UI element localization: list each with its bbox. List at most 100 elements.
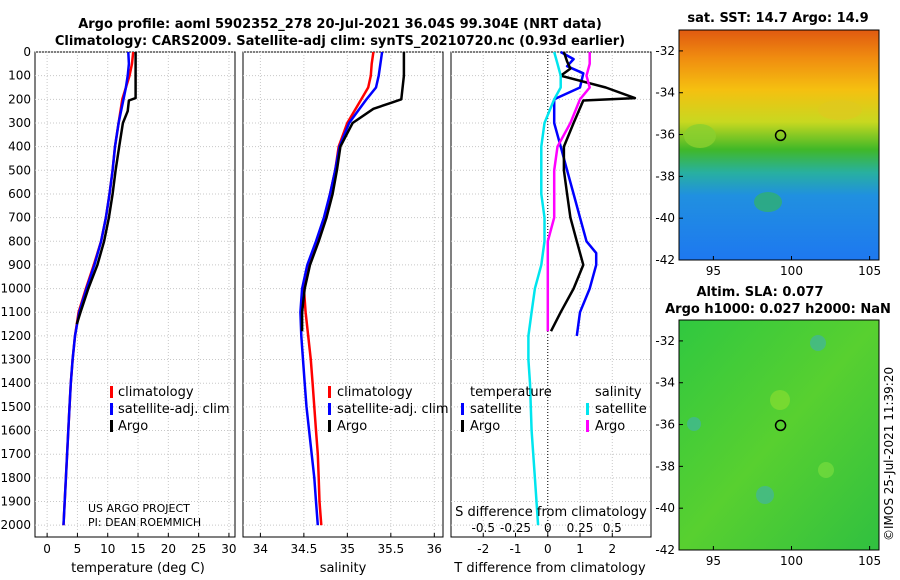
y-tick-label: 1500 <box>0 400 31 414</box>
map-y-tick-label: -36 <box>655 128 675 142</box>
map-x-tick-label: 100 <box>780 554 803 568</box>
legend-marker-s-satellite <box>586 403 589 415</box>
legend-satellite: satellite-adj. clim <box>118 402 230 417</box>
series-line-argo <box>300 52 406 332</box>
map-y-tick-label: -34 <box>655 376 675 390</box>
x-tick-label: 5 <box>74 542 82 556</box>
x-tick-label: 2 <box>608 542 616 556</box>
y-tick-label: 1700 <box>0 447 31 461</box>
legend-satellite: satellite-adj. clim <box>337 402 449 417</box>
t-difference-xlabel: T difference from climatology <box>453 561 646 576</box>
legend-marker-t-argo <box>461 420 464 432</box>
s-difference-label: S difference from climatology <box>455 505 647 520</box>
s-tick-label: 0 <box>544 521 552 535</box>
x-tick-label: 34.5 <box>291 542 318 556</box>
series-line-s-argo <box>546 52 591 332</box>
legend-temperature-title: temperature <box>470 385 552 400</box>
x-tick-label: 34 <box>253 542 268 556</box>
sla-map-title-2: Argo h1000: 0.027 h2000: NaN <box>665 302 891 317</box>
map-y-tick-label: -42 <box>655 253 675 267</box>
x-tick-label: 0 <box>43 542 51 556</box>
legend-marker-climatology <box>328 386 331 398</box>
map-y-tick-label: -38 <box>655 459 675 473</box>
legend-marker-s-argo <box>586 420 589 432</box>
map-x-tick-label: 95 <box>706 554 721 568</box>
y-tick-label: 100 <box>8 69 31 83</box>
sst-map-title: sat. SST: 14.7 Argo: 14.9 <box>687 11 868 26</box>
legend-salinity-title: salinity <box>595 385 642 400</box>
s-tick-label: 0.5 <box>603 521 622 535</box>
map-y-tick-label: -38 <box>655 169 675 183</box>
map-y-tick-label: -34 <box>655 86 675 100</box>
legend-argo: Argo <box>337 419 367 434</box>
temperature-panel: 0 5 10 15 20 25 300100200300400500600700800900… <box>0 45 236 576</box>
legend-marker-argo <box>328 420 331 432</box>
x-tick-label: 35.5 <box>377 542 404 556</box>
map-y-tick-label: -32 <box>655 334 675 348</box>
legend-marker-satellite <box>328 403 331 415</box>
series-line-s-satellite <box>527 51 562 526</box>
s-tick-label: -0.5 <box>472 521 495 535</box>
x-tick-label: 10 <box>100 542 115 556</box>
s-tick-label: -0.25 <box>500 521 531 535</box>
temperature-diff-legend: temperature satellite Argo <box>461 385 552 434</box>
series-line-satellite-adj-clim <box>62 51 131 526</box>
y-tick-label: 1600 <box>0 424 31 438</box>
x-tick-label: -1 <box>510 542 522 556</box>
legend-climatology: climatology <box>337 385 413 400</box>
x-tick-label: 35 <box>340 542 355 556</box>
sla-map: Altim. SLA: 0.077 Argo h1000: 0.027 h200… <box>655 285 890 568</box>
y-tick-label: 1000 <box>0 282 31 296</box>
map-y-tick-label: -40 <box>655 211 675 225</box>
temperature-legend: climatology satellite-adj. clim Argo <box>110 385 230 434</box>
y-tick-label: 900 <box>8 258 31 272</box>
legend-marker-argo <box>110 420 113 432</box>
title-line-1: Argo profile: aoml 5902352_278 20-Jul-20… <box>78 17 602 32</box>
sst-feature <box>818 100 862 120</box>
map-y-tick-label: -36 <box>655 418 675 432</box>
legend-t-argo: Argo <box>470 419 500 434</box>
sla-field <box>678 319 880 551</box>
temperature-axes <box>34 51 236 538</box>
legend-argo: Argo <box>118 419 148 434</box>
salinity-xlabel: salinity <box>320 561 367 576</box>
map-x-tick-label: 95 <box>706 264 721 278</box>
x-tick-label: 25 <box>191 542 206 556</box>
y-tick-label: 1100 <box>0 305 31 319</box>
difference-panel: -2 -1 0 1 2 -0.5 -0.25 0 0.25 0.5 T difference fr… <box>450 50 652 576</box>
y-tick-label: 300 <box>8 116 31 130</box>
y-tick-label: 400 <box>8 140 31 154</box>
y-tick-label: 1300 <box>0 353 31 367</box>
y-tick-label: 1900 <box>0 495 31 509</box>
title-line-2: Climatology: CARS2009. Satellite-adj cli… <box>55 34 625 49</box>
pi-note: PI: DEAN ROEMMICH <box>88 516 201 529</box>
s-tick-label: 0.25 <box>567 521 594 535</box>
sst-map: sat. SST: 14.7 Argo: 14.9 -32-34-3 <box>655 11 881 278</box>
series-line-argo <box>75 52 137 325</box>
y-tick-label: 1200 <box>0 329 31 343</box>
y-tick-label: 2000 <box>0 518 31 532</box>
map-x-tick-label: 105 <box>858 264 881 278</box>
legend-s-argo: Argo <box>595 419 625 434</box>
x-tick-label: 15 <box>130 542 145 556</box>
map-x-tick-label: 105 <box>858 554 881 568</box>
legend-t-satellite: satellite <box>470 402 522 417</box>
legend-climatology: climatology <box>118 385 194 400</box>
salinity-axes <box>242 51 444 538</box>
y-tick-label: 200 <box>8 92 31 106</box>
sla-map-title-1: Altim. SLA: 0.077 <box>697 285 824 300</box>
series-line-t-argo <box>549 51 637 332</box>
sla-feature <box>756 486 774 504</box>
y-tick-label: 600 <box>8 187 31 201</box>
x-tick-label: 30 <box>221 542 236 556</box>
footer-credit: ©IMOS 25-Jul-2021 11:39:20 <box>882 367 896 541</box>
sst-feature <box>754 192 782 212</box>
y-tick-label: 700 <box>8 211 31 225</box>
sla-feature <box>770 390 790 410</box>
map-y-tick-label: -42 <box>655 543 675 557</box>
y-tick-label: 500 <box>8 163 31 177</box>
sla-feature <box>818 462 834 478</box>
legend-marker-satellite <box>110 403 113 415</box>
x-tick-label: 1 <box>576 542 584 556</box>
temperature-xlabel: temperature (deg C) <box>71 561 205 576</box>
